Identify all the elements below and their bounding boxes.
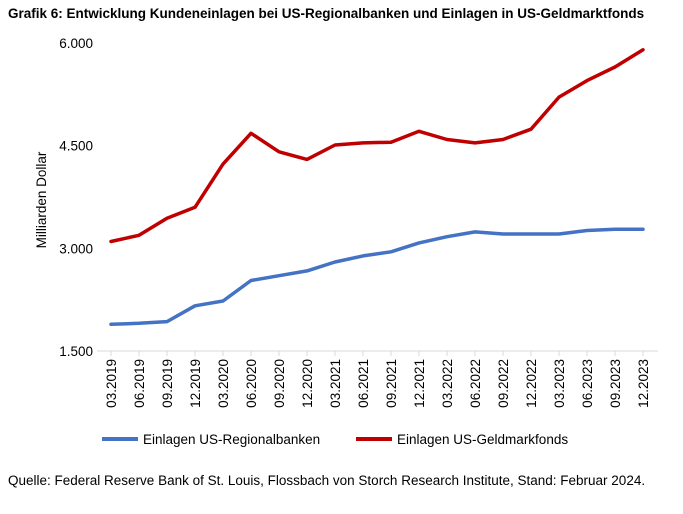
- series-line-regionalbanken: [109, 227, 645, 327]
- y-tick-label: 6.000: [59, 36, 93, 51]
- x-axis-ticks: 03.2019 06.2019 09.2019 12.2019 03.2020 06.20…: [104, 351, 651, 408]
- x-tick-label: 12.2022: [524, 359, 539, 408]
- x-tick-label: 09.2023: [608, 359, 623, 408]
- chart-title: Grafik 6: Entwicklung Kundeneinlagen bei…: [8, 6, 644, 21]
- x-tick-label: 03.2021: [328, 359, 343, 408]
- x-tick-label: 12.2021: [412, 359, 427, 408]
- x-tick-label: 03.2022: [440, 359, 455, 408]
- x-tick-label: 06.2021: [356, 359, 371, 408]
- x-tick-label: 06.2019: [132, 359, 147, 408]
- x-tick-label: 03.2023: [552, 359, 567, 408]
- x-tick-label: 09.2020: [272, 359, 287, 408]
- legend: Einlagen US-Regionalbanken Einlagen US-G…: [102, 432, 568, 447]
- x-tick-label: 09.2019: [160, 359, 175, 408]
- x-tick-label: 12.2019: [188, 359, 203, 408]
- x-tick-label: 06.2023: [580, 359, 595, 408]
- y-tick-label: 1.500: [59, 344, 93, 359]
- x-tick-label: 09.2022: [496, 359, 511, 408]
- x-tick-label: 12.2023: [636, 359, 651, 408]
- source-note: Quelle: Federal Reserve Bank of St. Loui…: [8, 473, 645, 488]
- series-line-geldmarktfonds: [109, 48, 645, 244]
- x-tick-label: 12.2020: [300, 359, 315, 408]
- x-tick-label: 06.2020: [244, 359, 259, 408]
- y-axis-ticks: 1.500 3.000 4.500 6.000: [59, 36, 93, 359]
- x-tick-label: 09.2021: [384, 359, 399, 408]
- legend-label-geldmarktfonds: Einlagen US-Geldmarkfonds: [397, 432, 568, 447]
- y-axis-label: Milliarden Dollar: [34, 151, 49, 248]
- x-tick-label: 03.2019: [104, 359, 119, 408]
- legend-label-regionalbanken: Einlagen US-Regionalbanken: [143, 432, 320, 447]
- x-tick-label: 03.2020: [216, 359, 231, 408]
- y-tick-label: 4.500: [59, 139, 93, 154]
- y-tick-label: 3.000: [59, 241, 93, 256]
- series-lines: [109, 48, 645, 327]
- x-tick-label: 06.2022: [468, 359, 483, 408]
